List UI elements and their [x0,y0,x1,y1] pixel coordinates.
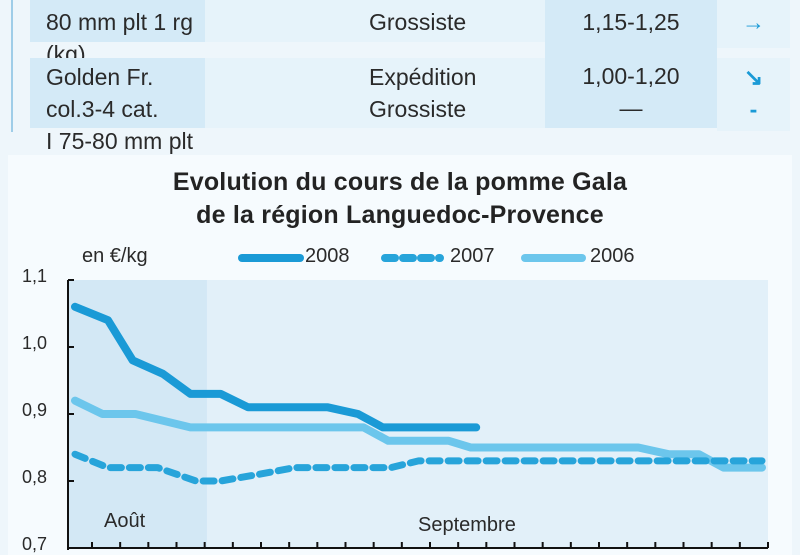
stage-text: Grossiste [369,9,467,35]
legend-label-2006: 2006 [590,245,635,267]
legend-label-2008: 2008 [305,245,350,267]
y-tick-label: 0,9 [22,400,48,420]
chart-title-line-1: Evolution du cours de la pomme Gala [172,168,628,196]
y-tick-label: 0,7 [22,534,48,554]
arrow-down-right-icon: ↘ [743,64,764,90]
table-cell-price-column: 1,15-1,25 1,00-1,20 — [545,0,717,128]
product-text: 80 mm plt 1 rg (kg) [46,9,193,67]
table-cell-stage: Expédition Grossiste [205,58,545,128]
chart-title-line-2: de la région Languedoc-Provence [196,201,604,229]
stage-text: Expédition [369,64,477,90]
price-text: 1,15-1,25 [582,9,680,35]
trend-cell: ↘ - [717,58,790,131]
series-line-2008 [71,302,481,432]
y-tick-label: 1,0 [22,333,48,353]
y-tick-label: 1,1 [22,266,48,286]
table-cell-stage: Grossiste [205,0,545,42]
stage-text: Grossiste [369,96,467,122]
month-label-aout: Août [104,510,146,532]
price-text: — [619,95,643,121]
month-label-septembre: Septembre [418,514,516,536]
y-axis-unit: en €/kg [82,245,148,267]
price-text: 1,00-1,20 [582,63,680,89]
y-tick-label: 0,8 [22,467,48,487]
table-cell-product: 80 mm plt 1 rg (kg) [30,0,205,67]
series-line-2007 [71,450,766,485]
series-line-2006 [71,396,766,472]
legend-label-2007: 2007 [450,245,495,267]
arrow-right-icon: → [717,0,790,48]
dash-icon: - [749,96,758,122]
table-border [11,0,13,132]
trend-text: → [742,9,765,35]
product-text: Golden Fr. col.3-4 cat. [46,64,159,122]
